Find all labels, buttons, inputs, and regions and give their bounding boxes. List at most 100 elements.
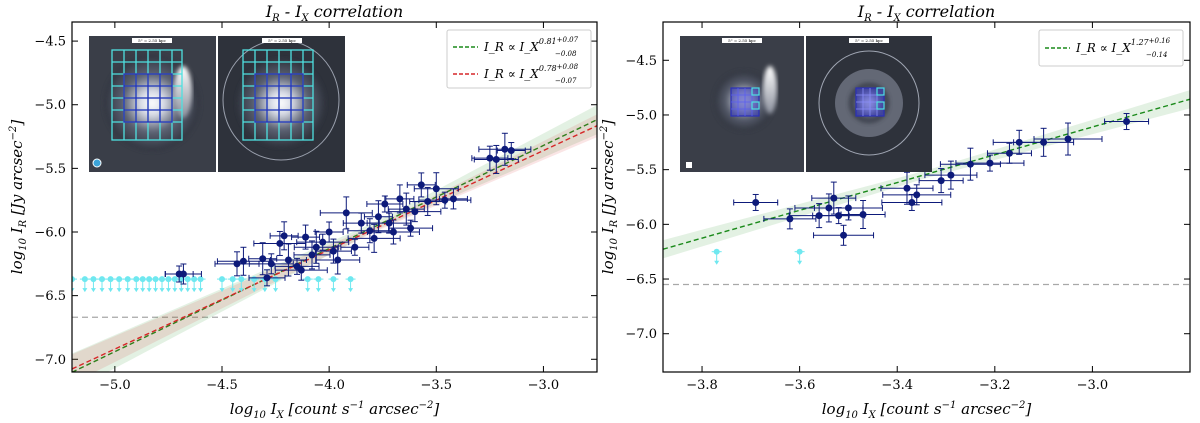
data-point [1033, 122, 1103, 156]
data-point [763, 208, 817, 230]
y-tick-label: −6.5 [625, 273, 657, 288]
data-point [406, 172, 436, 198]
x-tick-label: −4.5 [206, 378, 238, 393]
upper-limit-marker [79, 276, 90, 293]
y-tick-label: −6.5 [34, 289, 66, 304]
left-upper-limits [72, 276, 356, 293]
x-tick-label: −3.4 [881, 378, 913, 393]
data-point [813, 224, 875, 246]
left-y-ticks: −7.0 −6.5 −6.0 −5.5 −5.0 −4.5 [34, 35, 597, 368]
x-tick-label: −3.6 [784, 378, 816, 393]
x-tick-label: −4.0 [313, 378, 345, 393]
upper-limit-marker [137, 276, 148, 293]
y-tick-label: −5.0 [34, 98, 66, 113]
data-point [248, 269, 286, 287]
left-title: IR - IX correlation [265, 2, 403, 24]
right-legend: I_R ∝ I_X1.27+0.16 −0.14 [1038, 29, 1184, 67]
data-point [387, 192, 425, 226]
right-inset-images: 5" = 2.55 kpc 5" = 2.55 kpc [680, 36, 932, 172]
right-fit-lines [663, 90, 1190, 259]
right-inset-2-scale-label: 5" = 2.55 kpc [855, 38, 883, 43]
right-title: IR - IX correlation [857, 2, 995, 24]
left-legend-red-label: I_R ∝ I_X0.78+0.08 [483, 63, 579, 81]
upper-limit-marker [114, 276, 125, 293]
upper-limit-marker [88, 276, 99, 293]
data-point [342, 212, 380, 234]
data-point [1104, 113, 1150, 131]
left-panel: IR - IX correlation −5.0 −4.5 −4.0 −3.5 −3.0… [8, 2, 598, 421]
upper-limit-marker [794, 248, 805, 265]
data-point [164, 263, 202, 285]
data-point [366, 195, 404, 213]
upper-limit-marker [97, 276, 107, 293]
data-point [812, 207, 866, 225]
left-axes-frame [71, 21, 598, 373]
green-fit-line [72, 119, 597, 372]
upper-limit-marker [328, 276, 339, 293]
upper-limit-marker [711, 248, 722, 265]
right-y-axis-label: log10 IR [Jy arcsec−2] [599, 120, 620, 275]
data-point [1013, 127, 1075, 157]
upper-limit-marker [195, 276, 206, 293]
upper-limit-marker [313, 276, 324, 293]
upper-limit-marker [182, 276, 193, 293]
y-tick-label: −4.5 [625, 54, 657, 69]
right-upper-limits [711, 248, 805, 265]
upper-limit-marker [236, 276, 247, 293]
data-point [918, 168, 964, 194]
left-legend: I_R ∝ I_X0.81+0.07 −0.08 I_R ∝ I_X0.78+0… [446, 29, 592, 89]
data-point [366, 212, 412, 234]
right-data-points [733, 113, 1150, 246]
data-point [319, 196, 373, 230]
data-point [347, 223, 401, 253]
data-point [880, 171, 934, 205]
data-point [881, 193, 943, 211]
upper-limit-marker [227, 276, 238, 293]
data-point [413, 172, 459, 206]
data-point [813, 195, 883, 221]
data-point [296, 233, 350, 251]
x-tick-label: −3.0 [1077, 378, 1109, 393]
upper-limit-marker [122, 276, 133, 293]
y-tick-label: −5.0 [625, 108, 657, 123]
data-point [248, 253, 294, 275]
left-inset-1-scale-label: 5" = 2.55 kpc [138, 38, 166, 43]
x-tick-label: −3.8 [686, 378, 718, 393]
right-inset-1-scale-label: 5" = 2.55 kpc [728, 38, 756, 43]
data-point [840, 200, 886, 229]
upper-limit-marker [163, 276, 174, 293]
y-tick-label: −5.5 [625, 163, 657, 178]
x-tick-label: −3.2 [979, 378, 1011, 393]
right-y-ticks: −7.0 −6.5 −6.0 −5.5 −5.0 −4.5 [625, 54, 1190, 342]
upper-limit-marker [105, 276, 116, 293]
data-point [438, 188, 468, 210]
upper-limit-marker [169, 276, 180, 293]
y-tick-label: −4.5 [34, 35, 66, 50]
left-legend-green-minus: −0.08 [555, 50, 577, 58]
data-point [385, 184, 415, 214]
upper-limit-marker [302, 276, 313, 293]
data-point [314, 221, 344, 243]
data-point [315, 245, 361, 275]
y-tick-label: −5.5 [34, 162, 66, 177]
green-fit-band [72, 105, 597, 372]
x-tick-label: −3.0 [528, 378, 560, 393]
data-point [274, 259, 328, 281]
upper-limit-marker [176, 276, 187, 293]
upper-limit-marker [217, 276, 227, 293]
data-point [314, 238, 352, 264]
green-fit-line [663, 98, 1190, 250]
data-point [363, 200, 393, 234]
upper-limit-marker [150, 276, 161, 293]
right-axes-frame [662, 21, 1191, 373]
x-tick-label: −3.5 [420, 378, 452, 393]
left-inset-2-scale-label: 5" = 2.55 kpc [268, 38, 296, 43]
upper-limit-marker [270, 276, 281, 293]
left-x-axis-label: log10 IX [count s−1 arcsec−2] [230, 400, 440, 421]
data-point [293, 230, 339, 264]
data-point [473, 144, 519, 174]
x-tick-label: −5.0 [99, 378, 131, 393]
data-point [388, 219, 434, 237]
data-point [955, 154, 1025, 172]
